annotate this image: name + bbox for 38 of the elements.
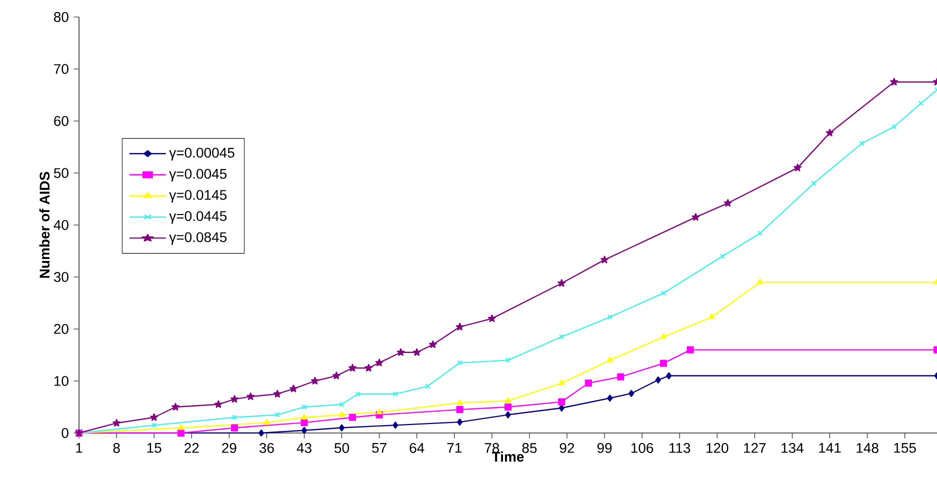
y-tick-label: 70 bbox=[54, 64, 68, 74]
legend-label: γ=0.00045 bbox=[169, 148, 234, 160]
y-tick-label: 20 bbox=[54, 324, 68, 334]
x-tick-label: 57 bbox=[372, 443, 386, 453]
x-tick-label: 8 bbox=[113, 443, 120, 453]
y-tick-label: 50 bbox=[54, 168, 68, 178]
x-tick-label: 92 bbox=[560, 443, 574, 453]
legend-label: γ=0.0045 bbox=[169, 168, 227, 182]
x-tick-label: 106 bbox=[631, 443, 654, 453]
x-tick-label: 64 bbox=[410, 443, 424, 453]
x-tick-label: 127 bbox=[744, 443, 766, 453]
x-tick-label: 113 bbox=[670, 443, 690, 453]
x-tick-label: 71 bbox=[447, 443, 462, 453]
x-tick-label: 43 bbox=[296, 443, 312, 453]
x-axis-title: Time bbox=[492, 451, 524, 462]
x-tick-label: 99 bbox=[597, 443, 612, 453]
x-tick-label: 134 bbox=[782, 443, 804, 453]
x-tick-label: 36 bbox=[259, 443, 274, 453]
y-tick-label: 60 bbox=[54, 116, 68, 126]
legend-label: γ=0.0445 bbox=[169, 211, 227, 224]
x-tick-label: 1 bbox=[76, 443, 82, 453]
y-tick-label: 80 bbox=[54, 12, 68, 22]
y-tick-label: 40 bbox=[54, 220, 68, 230]
x-tick-label: 22 bbox=[184, 443, 199, 453]
y-tick-label: 10 bbox=[54, 376, 68, 386]
legend-label: γ=0.0145 bbox=[169, 190, 227, 203]
y-tick-label: 0 bbox=[62, 428, 68, 438]
x-tick-label: 50 bbox=[334, 443, 350, 453]
x-tick-label: 85 bbox=[522, 443, 537, 453]
x-tick-label: 141 bbox=[819, 443, 841, 453]
x-tick-label: 148 bbox=[856, 443, 878, 453]
legend-label: γ=0.0845 bbox=[169, 232, 227, 245]
x-tick-label: 15 bbox=[147, 443, 162, 453]
x-tick-label: 29 bbox=[222, 443, 236, 453]
x-tick-label: 120 bbox=[706, 443, 728, 453]
y-axis-title: Number of AIDS bbox=[39, 172, 50, 278]
x-tick-label: 155 bbox=[894, 443, 916, 453]
y-tick-label: 30 bbox=[54, 272, 68, 282]
